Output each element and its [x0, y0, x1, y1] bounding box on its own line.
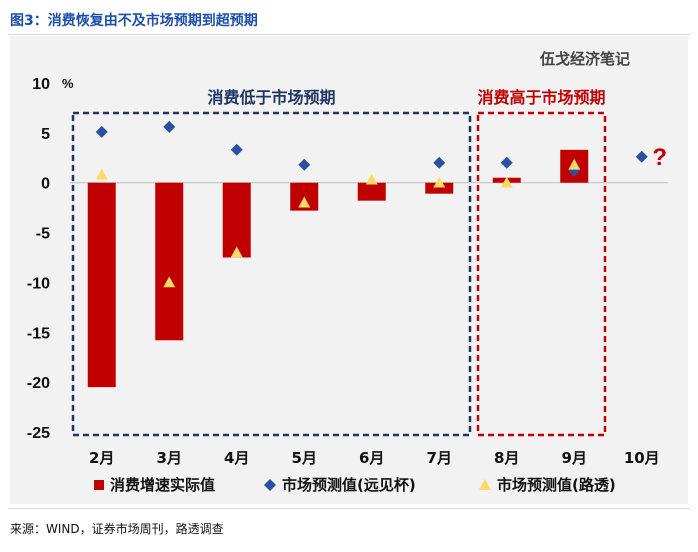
point-forecast-reuters	[95, 168, 108, 180]
legend-label-yuanjianbei: 市场预测值(远见杯)	[282, 476, 416, 494]
source-note: 来源：WIND，证券市场周刊，路透调查	[10, 522, 224, 536]
x-tick-label: 3月	[157, 449, 182, 467]
question-mark-annotation: ?	[652, 144, 667, 171]
watermark: 伍戈经济笔记	[539, 50, 630, 68]
bottom-divider	[8, 508, 690, 509]
annotation-label: 消费低于市场预期	[207, 88, 335, 107]
legend-swatch-reuters	[479, 479, 491, 490]
point-forecast-reuters	[163, 276, 176, 288]
y-tick-label: -10	[27, 275, 50, 292]
bar-actual-5	[357, 182, 386, 201]
x-tick-label: 6月	[359, 449, 384, 467]
y-tick-label: 5	[41, 126, 50, 143]
bar-actual-1	[87, 182, 116, 388]
top-divider	[8, 34, 690, 35]
point-forecast-yuanjianbei	[433, 156, 446, 169]
x-tick-label: 4月	[224, 449, 249, 467]
y-tick-label: 0	[41, 176, 50, 193]
legend-swatch-yuanjianbei	[264, 479, 276, 491]
y-tick-label: -5	[36, 226, 50, 243]
bar-actual-3	[222, 182, 251, 258]
x-tick-label: 10月	[624, 449, 660, 467]
point-forecast-reuters	[230, 246, 243, 258]
point-forecast-yuanjianbei	[500, 156, 513, 169]
annotation-box	[71, 111, 472, 437]
x-tick-label: 7月	[427, 449, 452, 467]
x-tick-label: 5月	[292, 449, 317, 467]
legend-label-actual: 消费增速实际值	[110, 476, 215, 494]
y-tick-label: -25	[27, 425, 50, 442]
point-forecast-yuanjianbei	[635, 150, 648, 163]
x-tick-label: 9月	[562, 449, 587, 467]
x-tick-label: 8月	[494, 449, 519, 467]
y-tick-label: -20	[27, 375, 50, 392]
y-unit-label: %	[62, 76, 74, 91]
y-tick-label: -15	[27, 325, 50, 342]
point-forecast-yuanjianbei	[298, 158, 311, 171]
point-forecast-yuanjianbei	[163, 120, 176, 133]
figure-title: 图3：消费恢复由不及市场预期到超预期	[10, 13, 258, 29]
point-forecast-reuters	[568, 158, 581, 170]
annotation-box	[476, 111, 607, 437]
point-forecast-reuters	[298, 196, 311, 208]
legend-label-reuters: 市场预测值(路透)	[497, 476, 616, 494]
legend-swatch-actual	[94, 480, 104, 490]
bar-actual-6	[425, 182, 454, 194]
point-forecast-yuanjianbei	[230, 143, 243, 156]
point-forecast-yuanjianbei	[95, 125, 108, 138]
point-forecast-reuters	[433, 176, 446, 188]
x-tick-label: 2月	[89, 449, 114, 467]
point-forecast-reuters	[365, 173, 378, 185]
y-tick-label: 10	[32, 76, 50, 93]
bar-actual-2	[155, 182, 184, 341]
annotation-label: 消费高于市场预期	[477, 88, 605, 107]
point-forecast-reuters	[500, 176, 513, 188]
